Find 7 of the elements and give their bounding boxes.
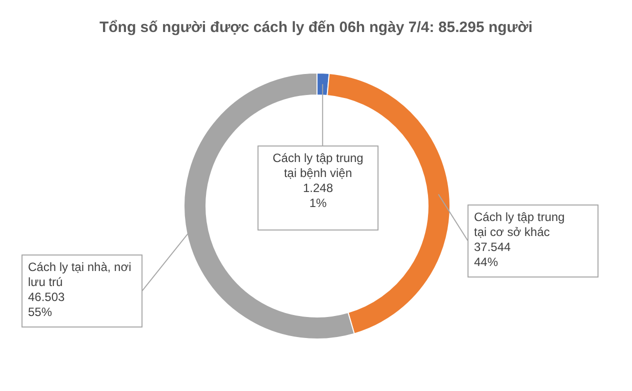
slice-label: Cách ly tại nhà, nơi lưu trú bbox=[28, 260, 132, 289]
data-label: 37.544 44% bbox=[474, 240, 512, 269]
data-label: 46.503 55% bbox=[28, 290, 66, 319]
slice-label: Cách ly tập trung tại cơ sở khác bbox=[474, 210, 565, 239]
data-label: 1.248 1% bbox=[302, 181, 334, 210]
slice-label: Cách ly tập trung tại bệnh viện bbox=[272, 151, 364, 180]
chart-title: Tổng số người được cách ly đến 06h ngày 7/4: 85.295 người bbox=[99, 19, 533, 36]
